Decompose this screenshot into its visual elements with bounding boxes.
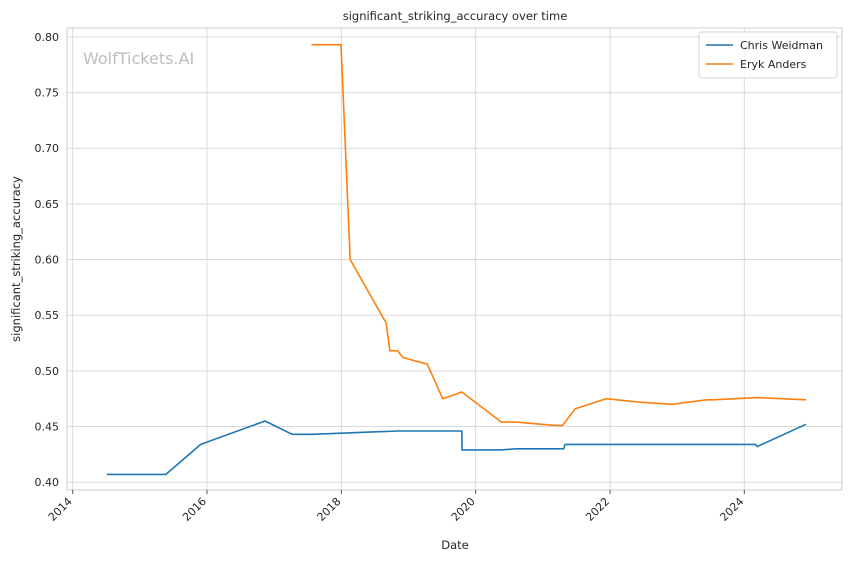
y-tick-label: 0.45 bbox=[35, 421, 60, 434]
y-tick-label: 0.40 bbox=[35, 476, 60, 489]
legend: Chris Weidman Eryk Anders bbox=[698, 31, 838, 79]
series-layer bbox=[106, 43, 807, 476]
y-tick-label: 0.65 bbox=[35, 198, 60, 211]
legend-label-chris-weidman: Chris Weidman bbox=[740, 39, 823, 52]
legend-frame bbox=[698, 31, 838, 79]
watermark: WolfTickets.AI bbox=[83, 49, 194, 68]
y-tick-label: 0.50 bbox=[35, 365, 60, 378]
chart-title: significant_striking_accuracy over time bbox=[343, 9, 568, 23]
series-line-chris-weidman bbox=[106, 420, 807, 476]
y-axis-ticks: 0.40 0.45 0.50 0.55 0.60 0.65 0.70 0.75 0.80 bbox=[35, 31, 60, 489]
grid bbox=[67, 28, 842, 490]
x-axis-label: Date bbox=[441, 538, 469, 552]
plot-area-frame bbox=[66, 27, 843, 491]
y-axis-label: significant_striking_accuracy bbox=[9, 176, 23, 342]
series-line-eryk-anders bbox=[311, 43, 807, 427]
y-tick-label: 0.70 bbox=[35, 142, 60, 155]
y-tick-label: 0.55 bbox=[35, 309, 60, 322]
legend-label-eryk-anders: Eryk Anders bbox=[740, 58, 807, 71]
y-tick-label: 0.80 bbox=[35, 31, 60, 44]
y-tick-label: 0.60 bbox=[35, 254, 60, 267]
y-tick-label: 0.75 bbox=[35, 87, 60, 100]
